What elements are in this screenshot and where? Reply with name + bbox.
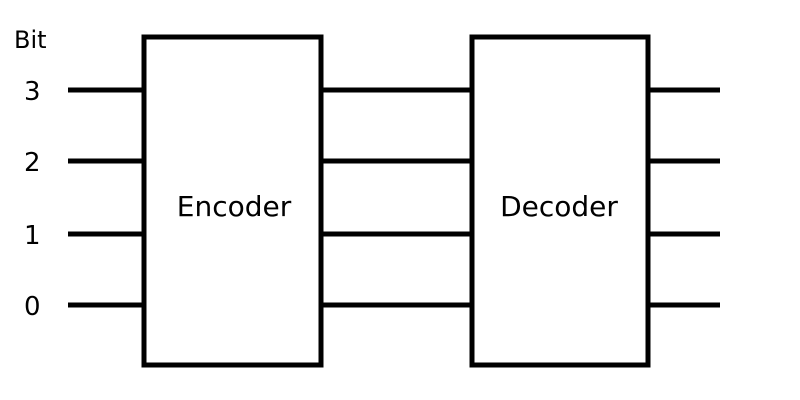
- decoder-label: Decoder: [500, 190, 618, 223]
- bit-label-3: 3: [24, 77, 41, 107]
- bit-header-label: Bit: [14, 26, 47, 54]
- encoder-block: [141, 34, 324, 368]
- decoder-block: [469, 34, 651, 368]
- bit-label-2: 2: [24, 148, 41, 178]
- bit-label-0: 0: [24, 292, 41, 322]
- encoder-label: Encoder: [177, 190, 292, 223]
- bit-label-1: 1: [24, 221, 41, 251]
